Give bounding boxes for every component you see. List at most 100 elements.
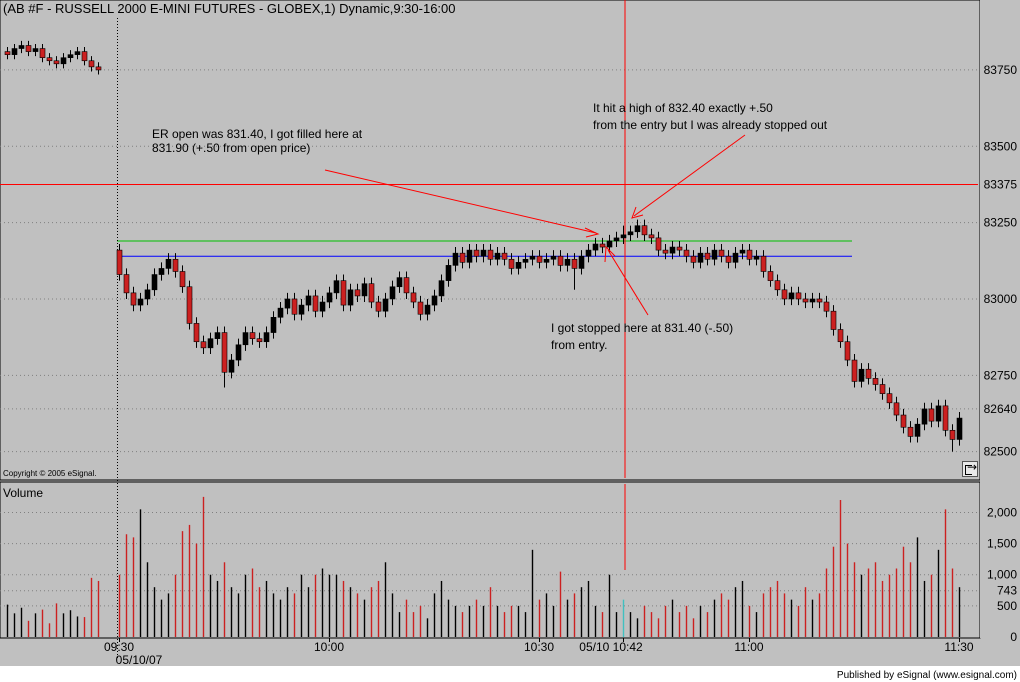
candle: [914, 423, 921, 437]
candle: [361, 283, 368, 297]
candle: [431, 295, 438, 306]
candle: [158, 268, 165, 275]
candle: [326, 292, 333, 303]
candle: [284, 298, 291, 309]
candle: [718, 249, 725, 257]
prior-candle: [74, 51, 81, 55]
high-arrowhead: [631, 206, 644, 219]
candle: [900, 414, 907, 428]
volume-tick-label: 743: [997, 584, 1017, 598]
prior-candle: [60, 57, 67, 65]
candle: [620, 234, 627, 239]
candle: [711, 249, 718, 260]
prior-candle: [4, 51, 11, 55]
candle: [767, 271, 774, 281]
candle: [564, 258, 571, 266]
candle: [452, 252, 459, 266]
prior-candle: [88, 60, 95, 68]
candle: [585, 249, 592, 257]
time-tick-label: 11:30: [944, 640, 973, 654]
candle: [942, 405, 949, 431]
footer-bar: [0, 666, 1020, 682]
candle: [641, 225, 648, 236]
candle: [207, 338, 214, 349]
annotation-arrows: [324, 134, 746, 316]
time-tick-label: 05/10 10:42: [579, 640, 643, 654]
candle: [662, 249, 669, 254]
price-tick-label: 83250: [984, 216, 1018, 230]
candle: [151, 274, 158, 291]
candle: [921, 408, 928, 425]
candle: [214, 332, 221, 339]
copyright-text: Copyright © 2005 eSignal.: [3, 469, 97, 478]
prior-candle: [18, 45, 25, 49]
candle: [459, 252, 466, 263]
candle: [893, 402, 900, 416]
candle: [935, 405, 942, 422]
candle: [368, 283, 375, 303]
candle: [578, 255, 585, 269]
candle: [830, 310, 837, 330]
time-tick-label: 11:00: [734, 640, 763, 654]
candle: [550, 255, 557, 260]
price-tick-label: 83000: [984, 292, 1018, 306]
candle: [592, 243, 599, 251]
candle: [291, 298, 298, 315]
candle: [613, 237, 620, 242]
candle: [697, 252, 704, 263]
candle: [200, 341, 207, 349]
candle: [515, 262, 522, 269]
prior-candle: [46, 57, 53, 62]
volume-gridlines: [0, 511, 978, 607]
candle: [774, 280, 781, 291]
chart-title: (AB #F - RUSSELL 2000 E-MINI FUTURES - G…: [3, 1, 456, 16]
time-tick-label: 10:30: [524, 640, 554, 654]
candle: [277, 307, 284, 318]
prior-candle: [32, 48, 39, 52]
candle: [928, 408, 935, 422]
volume-tick-label: 0: [1010, 630, 1017, 644]
candle: [760, 255, 767, 272]
stop-arrowhead: [604, 245, 616, 263]
candle: [781, 289, 788, 300]
volume-series: [6, 496, 961, 637]
candle: [522, 258, 529, 263]
candle: [347, 289, 354, 306]
candle: [753, 255, 760, 260]
candle: [242, 332, 249, 346]
candle: [186, 286, 193, 324]
exit-icon[interactable]: [962, 460, 978, 477]
candle: [788, 292, 795, 300]
candle: [907, 426, 914, 437]
price-tick-label: 83750: [984, 63, 1018, 77]
candle: [228, 359, 235, 373]
candle: [683, 249, 690, 257]
candle: [949, 429, 956, 440]
candle: [858, 368, 865, 382]
price-axis-panel: [980, 0, 1020, 638]
candle: [837, 329, 844, 343]
candle: [116, 249, 123, 275]
high-note-line2: from the entry but I was already stopped…: [593, 118, 828, 132]
candle: [746, 249, 753, 260]
stop-note-line1: I got stopped here at 831.40 (-.50): [551, 321, 733, 335]
candle: [844, 341, 851, 361]
candle: [144, 289, 151, 300]
candle: [375, 301, 382, 312]
candle: [655, 237, 662, 251]
entry-note-line1: ER open was 831.40, I got filled here at: [152, 127, 363, 141]
candle: [193, 323, 200, 343]
candle: [956, 417, 963, 440]
candle: [480, 249, 487, 257]
candle: [669, 246, 676, 254]
candle: [823, 301, 830, 312]
candle: [732, 252, 739, 263]
candle: [354, 289, 361, 297]
candle: [816, 298, 823, 303]
candle: [466, 249, 473, 263]
high-arrow: [633, 134, 746, 217]
candle: [410, 292, 417, 303]
candle: [305, 295, 312, 306]
candle: [130, 292, 137, 306]
